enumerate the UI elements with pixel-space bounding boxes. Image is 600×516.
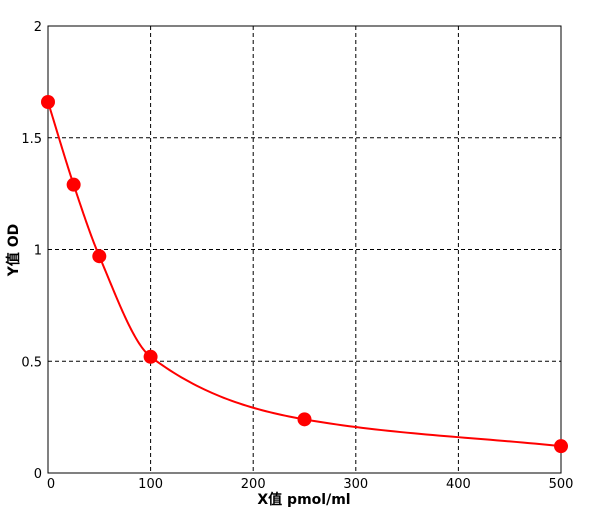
y-tick-label: 2 (34, 20, 42, 35)
ticks: 0 100 200 300 400 500 0 0.5 1 1.5 2 (21, 20, 573, 492)
y-axis-title: Y值 OD (5, 224, 22, 278)
y-tick-label: 0 (34, 467, 42, 482)
x-tick-label: 300 (343, 477, 368, 492)
fit-curve (47, 101, 562, 448)
x-tick-label: 100 (138, 477, 163, 492)
data-point (143, 349, 158, 364)
x-axis-title: X值 pmol/ml (257, 491, 350, 508)
y-tick-label: 1.5 (21, 132, 42, 147)
data-points (41, 94, 568, 454)
x-tick-label: 400 (446, 477, 471, 492)
y-tick-label: 1 (34, 244, 42, 259)
x-tick-label: 500 (549, 477, 574, 492)
x-tick-label: 0 (47, 477, 55, 492)
data-point (297, 412, 312, 427)
data-point (92, 249, 107, 264)
data-point (41, 94, 55, 109)
x-tick-label: 200 (241, 477, 266, 492)
y-tick-label: 0.5 (21, 355, 42, 370)
data-point (554, 439, 568, 454)
data-point (66, 177, 81, 192)
grid (48, 26, 561, 473)
